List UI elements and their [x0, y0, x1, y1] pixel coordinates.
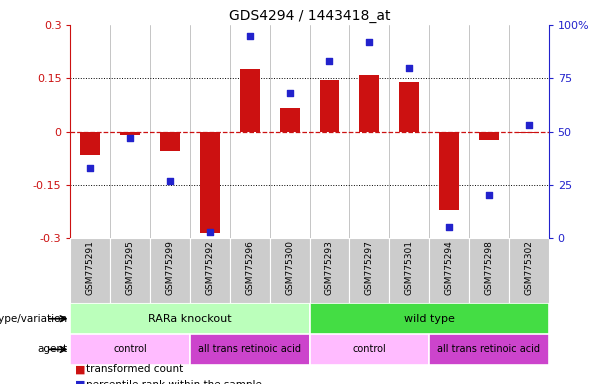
Bar [200, 131, 220, 233]
Bar [70, 334, 190, 365]
Text: genotype/variation: genotype/variation [0, 314, 67, 324]
Bar [270, 238, 310, 303]
Bar [519, 131, 539, 133]
Bar [110, 238, 150, 303]
Bar [429, 334, 549, 365]
Point [405, 65, 414, 71]
Text: wild type: wild type [404, 314, 454, 324]
Point [524, 122, 533, 128]
Bar [230, 238, 270, 303]
Point [325, 58, 335, 64]
Bar [509, 238, 549, 303]
Text: GSM775297: GSM775297 [365, 240, 374, 295]
Point [284, 90, 294, 96]
Point [125, 135, 135, 141]
Text: control: control [352, 344, 386, 354]
Bar [399, 82, 419, 131]
Text: GSM775296: GSM775296 [245, 240, 254, 295]
Text: ■: ■ [75, 364, 86, 374]
Bar [319, 80, 340, 131]
Bar [70, 238, 110, 303]
Text: all trans retinoic acid: all trans retinoic acid [437, 344, 541, 354]
Text: GSM775299: GSM775299 [166, 240, 175, 295]
Point [166, 177, 175, 184]
Text: GSM775295: GSM775295 [126, 240, 135, 295]
Text: GSM775301: GSM775301 [405, 240, 414, 295]
Point [205, 228, 215, 235]
Bar [190, 238, 230, 303]
Text: all trans retinoic acid: all trans retinoic acid [198, 344, 302, 354]
Bar [150, 238, 190, 303]
Text: RARa knockout: RARa knockout [148, 314, 232, 324]
Text: GSM775294: GSM775294 [444, 240, 454, 295]
Text: GSM775298: GSM775298 [484, 240, 493, 295]
Title: GDS4294 / 1443418_at: GDS4294 / 1443418_at [229, 8, 390, 23]
Bar [240, 70, 260, 131]
Bar [479, 131, 499, 141]
Bar [70, 303, 310, 334]
Text: GSM775293: GSM775293 [325, 240, 334, 295]
Bar [310, 303, 549, 334]
Bar [310, 238, 349, 303]
Bar [120, 131, 140, 135]
Text: control: control [113, 344, 147, 354]
Point [245, 33, 255, 39]
Text: GSM775292: GSM775292 [205, 240, 215, 295]
Bar [439, 131, 459, 210]
Point [86, 165, 96, 171]
Text: percentile rank within the sample: percentile rank within the sample [86, 380, 262, 384]
Point [484, 192, 494, 199]
Bar [310, 334, 429, 365]
Bar [389, 238, 429, 303]
Bar [359, 74, 379, 131]
Text: transformed count: transformed count [86, 364, 183, 374]
Bar [190, 334, 310, 365]
Text: ■: ■ [75, 380, 86, 384]
Point [444, 224, 454, 230]
Bar [469, 238, 509, 303]
Bar [349, 238, 389, 303]
Text: agent: agent [37, 344, 67, 354]
Bar [429, 238, 469, 303]
Bar [160, 131, 180, 151]
Bar [80, 131, 101, 155]
Point [364, 39, 374, 45]
Text: GSM775291: GSM775291 [86, 240, 95, 295]
Bar [280, 108, 300, 131]
Text: GSM775302: GSM775302 [524, 240, 533, 295]
Text: GSM775300: GSM775300 [285, 240, 294, 295]
